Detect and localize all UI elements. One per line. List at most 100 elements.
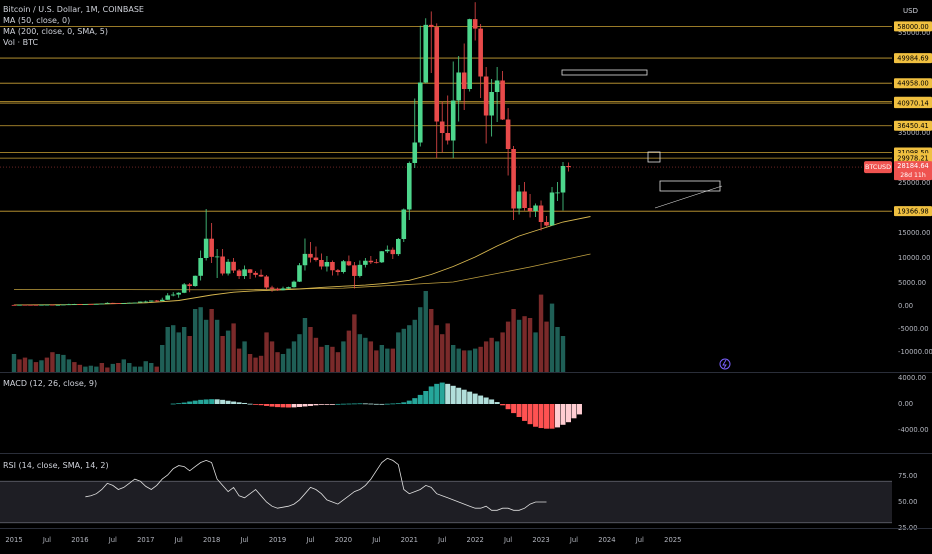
last-price-box[interactable] — [894, 161, 932, 181]
candle-body[interactable] — [247, 269, 253, 273]
level-label-box[interactable] — [894, 153, 932, 164]
candle-body[interactable] — [143, 301, 149, 303]
symbol-title[interactable]: Bitcoin / U.S. Dollar, 1M, COINBASE — [3, 5, 144, 14]
candle-body[interactable] — [105, 302, 110, 304]
candle-body[interactable] — [231, 261, 236, 271]
candle-body[interactable] — [406, 163, 412, 210]
candle-body[interactable] — [423, 24, 429, 83]
candle-body[interactable] — [363, 260, 368, 265]
candle-body[interactable] — [253, 272, 258, 275]
candle-body[interactable] — [527, 208, 533, 211]
candle-body[interactable] — [439, 121, 445, 134]
candle-body[interactable] — [33, 304, 39, 306]
indicator-legend-ma50[interactable]: MA (50, close, 0) — [3, 16, 71, 25]
candle-body[interactable] — [192, 275, 198, 287]
candle-body[interactable] — [170, 294, 176, 296]
candle-body[interactable] — [203, 238, 209, 258]
candle-body[interactable] — [22, 304, 28, 306]
candle-body[interactable] — [225, 261, 231, 274]
candle-body[interactable] — [291, 281, 297, 288]
candle-body[interactable] — [176, 292, 181, 295]
annotation-box[interactable] — [647, 151, 661, 163]
candle-body[interactable] — [412, 142, 418, 164]
candle-body[interactable] — [297, 265, 302, 282]
pane-separator-macd[interactable] — [0, 372, 932, 373]
candle-body[interactable] — [428, 24, 434, 28]
level-label-box[interactable] — [894, 120, 932, 131]
annotation-box[interactable] — [561, 69, 648, 76]
candle-body[interactable] — [445, 133, 451, 141]
macd-legend[interactable]: MACD (12, 26, close, 9) — [3, 378, 97, 389]
candle-body[interactable] — [148, 300, 154, 302]
candle-body[interactable] — [335, 270, 341, 272]
candle-body[interactable] — [209, 238, 214, 257]
candle-body[interactable] — [566, 166, 571, 168]
candle-body[interactable] — [396, 239, 401, 255]
candle-body[interactable] — [374, 262, 379, 264]
indicator-legend-ma200[interactable]: MA (200, close, 0, SMA, 5) — [3, 27, 109, 36]
annotation-box[interactable] — [659, 180, 721, 192]
candle-body[interactable] — [368, 260, 374, 263]
candle-body[interactable] — [302, 253, 308, 266]
candle-body[interactable] — [472, 19, 478, 29]
candle-body[interactable] — [17, 304, 22, 306]
candle-body[interactable] — [286, 287, 291, 289]
candle-body[interactable] — [28, 304, 33, 306]
candle-body[interactable] — [50, 304, 55, 306]
level-label-box[interactable] — [894, 53, 932, 64]
candle-body[interactable] — [236, 270, 242, 277]
candle-body[interactable] — [198, 258, 203, 276]
candle-body[interactable] — [126, 302, 132, 304]
candle-body[interactable] — [324, 262, 330, 267]
candle-body[interactable] — [39, 304, 44, 306]
candle-body[interactable] — [264, 276, 269, 288]
candle-body[interactable] — [11, 304, 17, 306]
candle-body[interactable] — [478, 28, 483, 77]
candle-body[interactable] — [467, 19, 472, 89]
rsi-title[interactable]: RSI (14, close, SMA, 14, 2) — [3, 461, 109, 470]
candle-body[interactable] — [483, 76, 489, 116]
level-label-box[interactable] — [894, 78, 932, 89]
candle-body[interactable] — [269, 287, 275, 289]
candle-body[interactable] — [330, 262, 335, 271]
symbol-price-tag[interactable] — [864, 161, 892, 174]
candle-body[interactable] — [88, 303, 94, 305]
candle-body[interactable] — [165, 295, 171, 300]
trend-line[interactable] — [654, 185, 723, 209]
candle-body[interactable] — [220, 256, 225, 274]
candle-body[interactable] — [44, 304, 50, 306]
candle-body[interactable] — [341, 261, 346, 272]
rsi-legend[interactable]: RSI (14, close, SMA, 14, 2) — [3, 460, 109, 471]
candle-body[interactable] — [357, 264, 363, 276]
candle-body[interactable] — [137, 301, 143, 303]
candle-body[interactable] — [110, 302, 116, 304]
candle-body[interactable] — [72, 304, 77, 305]
candle-body[interactable] — [417, 82, 423, 143]
candle-body[interactable] — [500, 80, 505, 120]
candle-body[interactable] — [116, 303, 121, 304]
candle-body[interactable] — [187, 284, 192, 287]
pane-separator-rsi[interactable] — [0, 453, 932, 454]
lightning-icon[interactable] — [719, 358, 731, 370]
candle-body[interactable] — [159, 299, 165, 302]
candle-body[interactable] — [549, 192, 555, 226]
candle-body[interactable] — [242, 269, 247, 277]
candle-body[interactable] — [555, 192, 560, 194]
candle-body[interactable] — [77, 304, 83, 305]
candle-body[interactable] — [275, 288, 280, 291]
candle-body[interactable] — [511, 149, 516, 209]
candle-body[interactable] — [538, 205, 544, 223]
candle-body[interactable] — [489, 92, 494, 116]
candle-body[interactable] — [544, 222, 549, 226]
level-label-box[interactable] — [894, 21, 932, 32]
candle-body[interactable] — [319, 260, 324, 267]
candle-body[interactable] — [346, 261, 352, 266]
indicator-legend-volume[interactable]: Vol · BTC — [3, 38, 39, 47]
candle-body[interactable] — [385, 249, 390, 252]
candle-body[interactable] — [390, 249, 396, 255]
candle-body[interactable] — [121, 303, 127, 304]
candle-body[interactable] — [560, 166, 566, 193]
candle-body[interactable] — [533, 205, 538, 212]
